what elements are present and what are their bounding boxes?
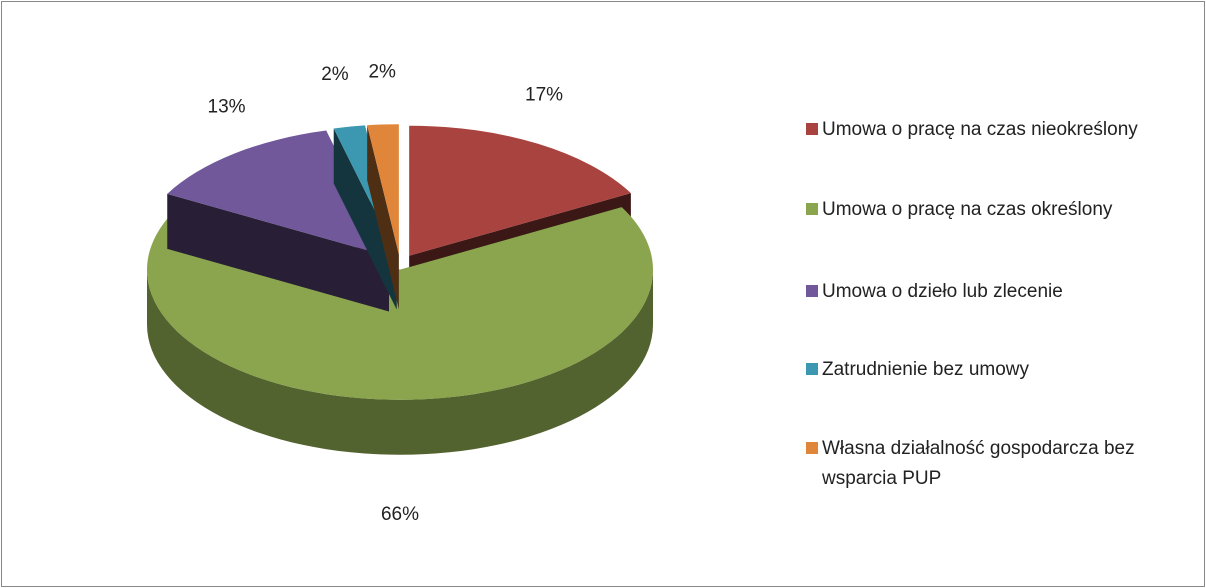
legend-swatch xyxy=(806,442,818,454)
data-label: 66% xyxy=(381,504,419,525)
legend-label: Umowa o dzieło lub zlecenie xyxy=(822,281,1063,302)
data-label: 17% xyxy=(525,84,563,105)
legend-swatch xyxy=(806,203,818,215)
legend-label: Umowa o pracę na czas określony xyxy=(822,199,1113,220)
slice-side xyxy=(333,128,397,310)
slice-top xyxy=(367,124,399,255)
slice xyxy=(367,124,399,310)
legend-swatch xyxy=(806,363,818,375)
slice-top xyxy=(409,125,631,256)
legend-item: Umowa o dzieło lub zlecenie xyxy=(806,277,1196,307)
slice-side xyxy=(167,193,389,312)
data-label: 2% xyxy=(368,61,396,82)
legend-label: Własna działalność gospodarcza bez wspar… xyxy=(822,438,1135,489)
data-label: 13% xyxy=(208,96,246,117)
legend-item: Umowa o pracę na czas nieokreślony xyxy=(806,115,1196,145)
slice-top xyxy=(167,130,389,257)
legend-swatch xyxy=(806,285,818,297)
pie-area: 17% 66% 13% 2% 2% xyxy=(147,61,653,525)
legend-item: Umowa o pracę na czas określony xyxy=(806,195,1196,225)
legend-label: Umowa o pracę na czas nieokreślony xyxy=(822,119,1138,140)
slice-wall xyxy=(147,269,653,455)
data-label: 2% xyxy=(321,64,349,85)
legend-label: Zatrudnienie bez umowy xyxy=(822,359,1029,380)
legend-item: Zatrudnienie bez umowy xyxy=(806,355,1196,385)
legend-item: Własna działalność gospodarcza bez wspar… xyxy=(806,434,1196,494)
slice-side xyxy=(367,125,399,310)
legend-swatch xyxy=(806,123,818,135)
